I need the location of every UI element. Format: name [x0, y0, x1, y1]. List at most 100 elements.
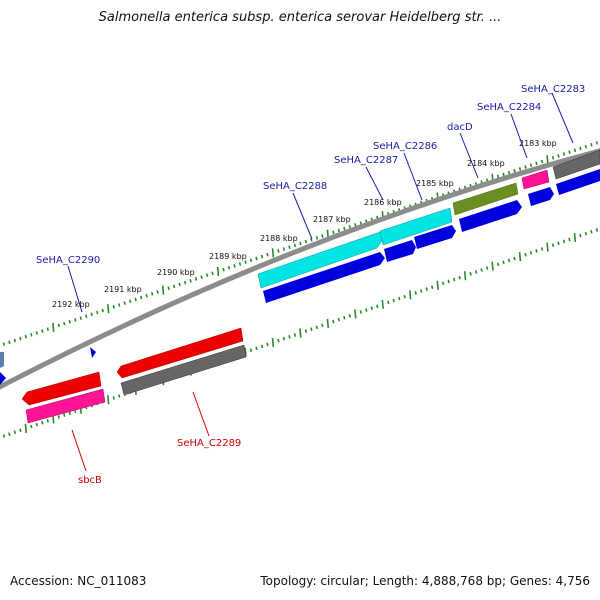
tick-mark-minor — [112, 305, 115, 309]
tick-mark-major — [24, 423, 28, 434]
tick-mark-minor — [255, 256, 258, 261]
tick-mark-minor — [57, 415, 60, 419]
cds-feature-left-blue[interactable] — [0, 352, 4, 368]
tick-mark-minor — [30, 424, 33, 429]
tick-mark-minor — [112, 396, 115, 400]
tick-mark-minor — [518, 167, 522, 171]
tick-mark-minor — [46, 419, 49, 423]
leader-seha-c2286 — [403, 152, 423, 201]
map-title: Salmonella enterica subsp. enterica sero… — [98, 10, 502, 25]
leader-seha-c2283 — [551, 92, 574, 144]
tick-mark-major — [107, 304, 110, 314]
tick-mark-major — [216, 266, 220, 277]
tick-mark-minor — [315, 236, 319, 240]
tick-mark-minor — [13, 338, 17, 343]
tick-mark-minor — [129, 299, 132, 304]
tick-mark-minor — [266, 252, 269, 257]
tick-mark-minor — [535, 249, 538, 253]
tick-mark-minor — [562, 152, 566, 156]
cds-feature-5[interactable] — [528, 187, 554, 206]
gene-feature-seha-c2286[interactable] — [379, 207, 453, 246]
tick-mark-minor — [359, 310, 362, 314]
cds-feature-2[interactable] — [384, 240, 416, 262]
tick-label: 2186 kbp — [364, 198, 402, 207]
tick-mark-minor — [118, 394, 121, 398]
tick-mark-minor — [387, 300, 390, 305]
tick-mark-minor — [590, 230, 593, 234]
gene-feature-seha-c2284[interactable] — [521, 169, 550, 190]
tick-mark-major — [491, 261, 494, 271]
tick-mark-minor — [19, 336, 22, 341]
tick-mark-minor — [194, 277, 198, 281]
tick-mark-minor — [507, 170, 511, 175]
tick-mark-minor — [568, 237, 571, 242]
tick-mark-minor — [535, 161, 538, 166]
gene-label-seha-c2288[interactable]: SeHA_C2288 — [263, 181, 327, 192]
gene-feature-seha-c2289[interactable] — [116, 327, 244, 379]
cds-feature-small[interactable] — [90, 347, 96, 358]
tick-mark-major — [409, 290, 412, 300]
tick-mark-minor — [222, 267, 225, 272]
gene-label-seha-c2290[interactable]: SeHA_C2290 — [36, 255, 100, 266]
tick-mark-minor — [299, 241, 302, 246]
gene-label-seha-c2284[interactable]: SeHA_C2284 — [477, 102, 541, 113]
tick-label: 2191 kbp — [104, 285, 142, 294]
tick-mark-minor — [304, 329, 308, 333]
gene-label-dacd[interactable]: dacD — [447, 122, 473, 133]
tick-mark-minor — [348, 314, 351, 318]
tick-mark-minor — [57, 323, 60, 328]
cds-feature-6[interactable] — [556, 169, 600, 195]
gene-feature-seha-c2288[interactable] — [257, 231, 384, 289]
gene-feature-sbcb[interactable] — [21, 371, 102, 406]
leader-seha-c2290 — [67, 265, 83, 313]
tick-mark-minor — [310, 327, 313, 331]
tick-mark-minor — [249, 258, 253, 263]
tick-mark-minor — [304, 239, 308, 244]
tick-mark-minor — [529, 163, 533, 168]
tick-mark-minor — [238, 262, 242, 266]
tick-mark-minor — [288, 335, 291, 339]
tick-mark-minor — [63, 321, 66, 326]
tick-mark-major — [161, 285, 165, 295]
tick-label: 2189 kbp — [209, 252, 247, 261]
gene-feature-seha-c2289-b[interactable] — [120, 344, 247, 396]
tick-mark-minor — [469, 272, 472, 276]
tick-mark-minor — [277, 338, 280, 343]
tick-mark-minor — [540, 159, 544, 164]
tick-mark-minor — [2, 434, 6, 438]
tick-mark-minor — [8, 432, 11, 436]
gene-label-seha-c2283[interactable]: SeHA_C2283 — [521, 84, 585, 95]
tick-mark-minor — [420, 289, 423, 293]
tick-mark-minor — [376, 304, 379, 309]
tick-label: 2187 kbp — [313, 215, 351, 224]
cds-feature-3[interactable] — [414, 225, 456, 249]
tick-mark-minor — [584, 144, 588, 149]
tick-mark-minor — [365, 308, 368, 312]
tick-mark-minor — [189, 278, 192, 283]
tick-mark-minor — [513, 169, 516, 173]
tick-mark-minor — [403, 294, 406, 299]
tick-mark-minor — [249, 348, 253, 352]
tick-mark-minor — [156, 290, 159, 294]
gene-feature-seha-c2283[interactable] — [552, 149, 600, 180]
tick-mark-minor — [579, 146, 582, 151]
cds-feature-1[interactable] — [263, 252, 385, 303]
gene-label-seha-c2286[interactable]: SeHA_C2286 — [373, 141, 437, 152]
tick-mark-minor — [183, 280, 187, 285]
tick-mark-minor — [431, 285, 434, 289]
tick-mark-minor — [205, 273, 209, 277]
gene-label-seha-c2289[interactable]: SeHA_C2289 — [177, 438, 241, 449]
tick-mark-minor — [474, 270, 478, 274]
cds-feature-left[interactable] — [0, 372, 6, 385]
gene-feature-daca[interactable] — [452, 182, 519, 216]
tick-mark-minor — [496, 262, 500, 267]
gene-label-seha-c2287[interactable]: SeHA_C2287 — [334, 155, 398, 166]
gene-label-sbcb[interactable]: sbcB — [78, 475, 102, 486]
leader-seha-c2289 — [192, 391, 210, 437]
accession-label: Accession: NC_011083 — [10, 574, 147, 588]
cds-feature-4[interactable] — [459, 200, 522, 232]
tick-mark-minor — [315, 325, 319, 330]
gene-feature-sbcb-b[interactable] — [25, 388, 106, 424]
tick-mark-minor — [96, 310, 99, 315]
